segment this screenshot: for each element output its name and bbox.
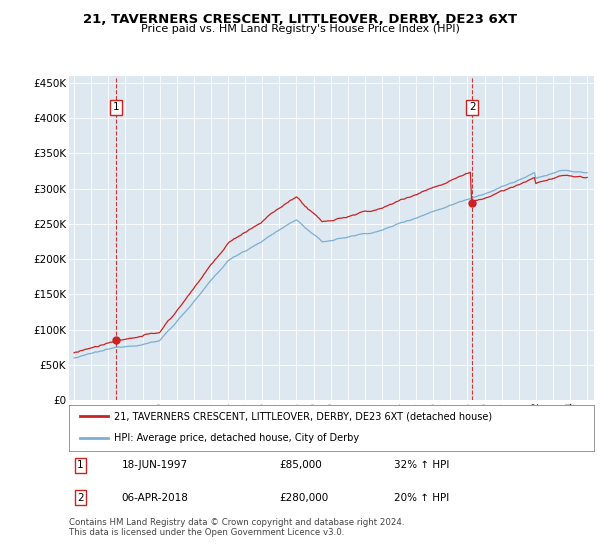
Text: 2: 2 [469, 102, 475, 113]
Text: Price paid vs. HM Land Registry's House Price Index (HPI): Price paid vs. HM Land Registry's House … [140, 24, 460, 34]
Text: 1: 1 [77, 460, 84, 470]
Text: 18-JUN-1997: 18-JUN-1997 [121, 460, 188, 470]
Text: 2: 2 [77, 493, 84, 503]
Text: HPI: Average price, detached house, City of Derby: HPI: Average price, detached house, City… [113, 433, 359, 443]
Text: £280,000: £280,000 [279, 493, 328, 503]
Text: 1: 1 [113, 102, 119, 113]
Text: 21, TAVERNERS CRESCENT, LITTLEOVER, DERBY, DE23 6XT (detached house): 21, TAVERNERS CRESCENT, LITTLEOVER, DERB… [113, 412, 492, 421]
Text: Contains HM Land Registry data © Crown copyright and database right 2024.
This d: Contains HM Land Registry data © Crown c… [69, 518, 404, 538]
Text: 20% ↑ HPI: 20% ↑ HPI [395, 493, 450, 503]
Text: £85,000: £85,000 [279, 460, 322, 470]
Text: 06-APR-2018: 06-APR-2018 [121, 493, 188, 503]
Text: 21, TAVERNERS CRESCENT, LITTLEOVER, DERBY, DE23 6XT: 21, TAVERNERS CRESCENT, LITTLEOVER, DERB… [83, 13, 517, 26]
Text: 32% ↑ HPI: 32% ↑ HPI [395, 460, 450, 470]
